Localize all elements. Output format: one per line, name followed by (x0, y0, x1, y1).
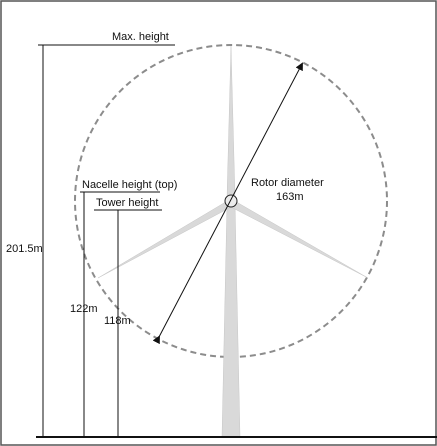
max-height-label: Max. height (112, 31, 169, 43)
nacelle-height-label: Nacelle height (top) (82, 179, 177, 191)
rotor-diameter-value: 163m (276, 191, 304, 203)
total-height-value: 201.5m (6, 243, 43, 255)
tower (221, 203, 241, 438)
blade-top (226, 45, 236, 199)
nacelle-height-value: 122m (70, 303, 98, 315)
rotor-diameter-arrow (152, 62, 303, 345)
hub (224, 194, 238, 208)
blade-right (228, 199, 369, 279)
tower-height-value: 118m (104, 315, 131, 327)
tower-height-label: Tower height (96, 197, 158, 209)
rotor-diameter-label: Rotor diameter (251, 177, 324, 189)
